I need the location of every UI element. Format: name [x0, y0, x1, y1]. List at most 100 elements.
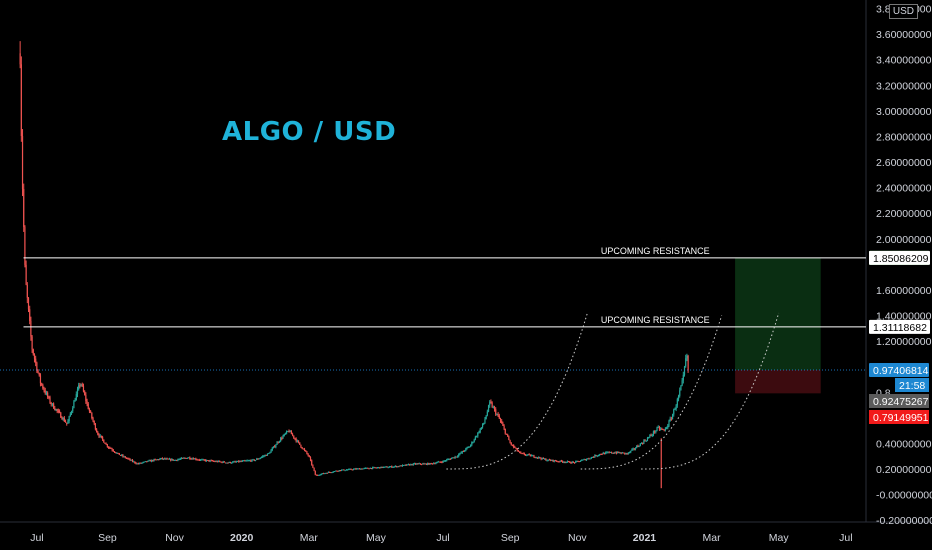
candle-body: [228, 461, 230, 463]
candle-body: [437, 461, 439, 463]
candle-body: [412, 463, 414, 466]
candle-body: [91, 412, 93, 419]
candle-body: [177, 459, 179, 461]
price-tick-label: 3.40000000: [876, 55, 932, 67]
candle-body: [409, 464, 411, 466]
candle-body: [373, 467, 375, 469]
price-tick-label: 3.00000000: [876, 106, 932, 118]
candle-body: [143, 461, 146, 463]
candle-body: [677, 395, 680, 400]
candle-body: [686, 355, 688, 359]
candle-body: [361, 468, 363, 470]
candle-body: [613, 452, 615, 454]
candle-body: [536, 457, 539, 459]
trend-curve[interactable]: [446, 312, 588, 470]
candle-body: [502, 423, 504, 426]
candle-body: [382, 467, 384, 469]
candle-body: [350, 468, 352, 470]
candle-body: [88, 409, 91, 412]
time-tick-label: 2021: [633, 532, 657, 544]
candle-body: [401, 465, 404, 467]
candle-body: [302, 448, 304, 450]
candle-body: [366, 467, 368, 469]
candle-body: [379, 467, 381, 469]
candle-body: [462, 451, 465, 453]
time-axis[interactable]: Jul Sep Nov 2020 Mar May Jul Sep Nov 2021 Mar May Ju…: [30, 532, 852, 544]
time-tick-label: Jul: [436, 532, 449, 544]
position-profit-zone[interactable]: [735, 257, 821, 370]
candle-body: [198, 459, 200, 461]
candle-body: [227, 462, 229, 464]
candle-body: [490, 401, 492, 403]
candle-body: [413, 463, 416, 465]
candle-body: [504, 428, 506, 434]
candle-body: [455, 456, 457, 458]
candle-body: [242, 460, 245, 462]
candle-body: [226, 462, 228, 464]
candle-body: [440, 461, 442, 463]
candle-body: [25, 264, 27, 285]
candle-body: [185, 457, 187, 459]
candle-body: [67, 421, 69, 424]
candle-body: [626, 453, 628, 455]
candle-body: [675, 405, 677, 409]
candle-body: [308, 455, 310, 458]
price-axis[interactable]: 3.800000003.600000003.400000003.20000000…: [876, 4, 932, 528]
candle-body: [560, 460, 563, 462]
candle-body: [336, 470, 338, 472]
candle-body: [127, 458, 129, 460]
candle-body: [634, 448, 637, 450]
chart-title: ALGO / USD: [222, 117, 396, 147]
candle-body: [64, 421, 67, 423]
candle-body: [513, 444, 515, 448]
candle-body: [94, 423, 97, 430]
candle-body: [358, 468, 361, 470]
candle-body: [535, 457, 537, 459]
candle-body: [297, 440, 300, 443]
candle-body: [262, 456, 264, 458]
candle-body: [301, 447, 303, 449]
candle-body: [123, 456, 125, 458]
candle-body: [374, 467, 376, 469]
candle-body: [220, 461, 222, 463]
candle-body: [107, 446, 110, 448]
candle-body: [318, 475, 320, 477]
candle-body: [670, 418, 672, 420]
candle-body: [492, 407, 494, 409]
candle-body: [203, 459, 205, 461]
currency-label[interactable]: USD: [888, 4, 918, 19]
candle-body: [443, 460, 445, 462]
candle-body: [546, 460, 548, 462]
candle-body: [523, 453, 525, 455]
candle-body: [32, 349, 34, 355]
resistance-label: UPCOMING RESISTANCE: [601, 246, 710, 256]
candle-body: [19, 53, 21, 65]
candle-body: [442, 460, 444, 463]
candle-body: [35, 358, 37, 363]
candle-body: [392, 466, 394, 468]
candle-body: [70, 411, 73, 414]
drawings-layer[interactable]: UPCOMING RESISTANCE UPCOMING RESISTANCE: [0, 246, 866, 470]
candle-body: [90, 411, 92, 413]
candle-body: [124, 456, 126, 458]
candle-body: [52, 403, 55, 409]
candle-body: [331, 472, 333, 474]
candle-body: [81, 384, 83, 386]
candle-body: [139, 462, 141, 464]
candle-body: [364, 467, 367, 469]
position-loss-zone[interactable]: [735, 369, 821, 394]
candle-body: [115, 452, 117, 454]
time-tick-label: Nov: [568, 532, 587, 544]
candle-body: [73, 401, 75, 409]
candle-body: [204, 459, 206, 461]
resistance-price-badge-bg: [869, 319, 930, 334]
time-tick-label: Sep: [98, 532, 117, 544]
candle-body: [538, 457, 540, 459]
trend-curve[interactable]: [641, 312, 780, 470]
candle-body: [387, 467, 389, 469]
candle-body: [339, 470, 341, 472]
candle-body: [633, 448, 635, 450]
candle-body: [140, 462, 142, 464]
time-tick-label: May: [366, 532, 387, 544]
